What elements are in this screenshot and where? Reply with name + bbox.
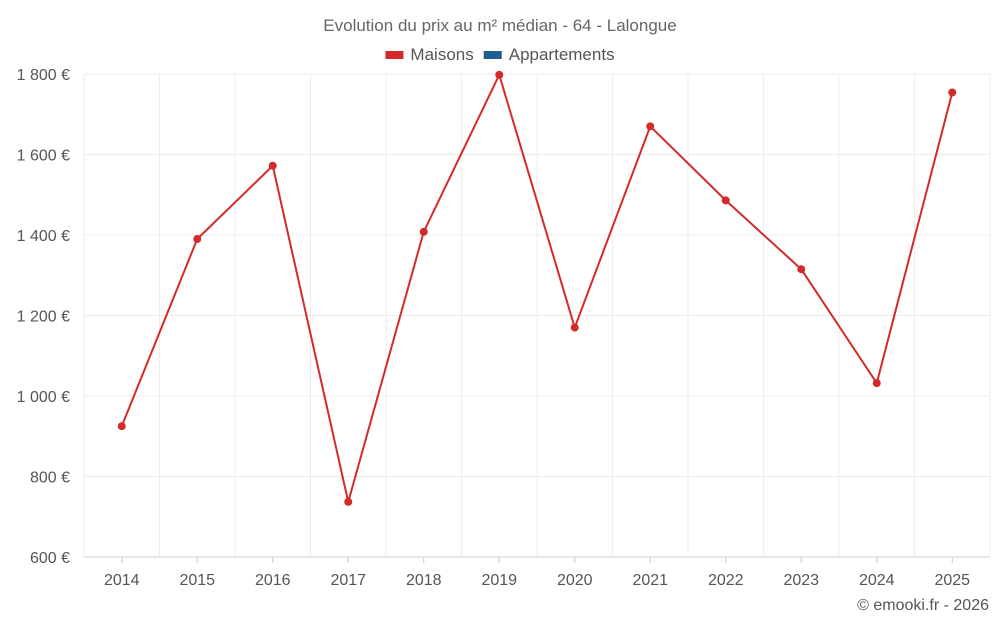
- data-point[interactable]: [344, 497, 353, 506]
- legend-item-appartements[interactable]: Appartements: [483, 45, 615, 64]
- series-layer: [117, 70, 957, 506]
- data-point[interactable]: [797, 265, 806, 274]
- x-tick-label: 2015: [179, 572, 215, 589]
- x-tick-label: 2016: [255, 572, 291, 589]
- x-tick-label: 2020: [557, 572, 593, 589]
- y-tick-label: 800 €: [30, 470, 70, 487]
- y-tick-label: 1 400 €: [17, 228, 70, 245]
- data-point[interactable]: [570, 323, 579, 332]
- data-point[interactable]: [721, 196, 730, 205]
- data-point[interactable]: [419, 227, 428, 236]
- x-tick-label: 2023: [783, 572, 819, 589]
- data-point[interactable]: [948, 88, 957, 97]
- data-point[interactable]: [646, 122, 655, 131]
- x-tick-label: 2019: [481, 572, 517, 589]
- x-tick-label: 2024: [859, 572, 895, 589]
- legend-swatch: [385, 51, 404, 59]
- legend-label: Maisons: [410, 45, 473, 64]
- legend-item-maisons[interactable]: Maisons: [385, 45, 474, 64]
- y-tick-label: 1 000 €: [17, 389, 70, 406]
- x-tick-label: 2025: [934, 572, 970, 589]
- legend-label: Appartements: [509, 45, 615, 64]
- y-axis: 600 € 800 € 1 000 € 1 200 € 1 400 € 1 600 € 1 …: [17, 67, 70, 567]
- x-tick-label: 2017: [330, 572, 366, 589]
- x-tick-label: 2014: [104, 572, 140, 589]
- x-tick-label: 2018: [406, 572, 442, 589]
- data-point[interactable]: [268, 161, 277, 170]
- x-tick-label: 2021: [632, 572, 668, 589]
- legend: Maisons Appartements: [385, 45, 615, 64]
- data-point[interactable]: [495, 70, 504, 79]
- x-axis: 2014 2015 2016 2017 2018 2019 2020 2021 2022 2023…: [104, 557, 970, 589]
- data-point[interactable]: [193, 235, 202, 244]
- grid: [83, 73, 991, 558]
- data-point[interactable]: [117, 422, 126, 431]
- x-tick-label: 2022: [708, 572, 744, 589]
- y-tick-label: 1 200 €: [17, 309, 70, 326]
- y-tick-label: 1 600 €: [17, 148, 70, 165]
- y-tick-label: 1 800 €: [17, 67, 70, 84]
- series-line-maisons: [120, 73, 954, 503]
- chart-title: Evolution du prix au m² médian - 64 - La…: [323, 16, 676, 35]
- legend-swatch: [483, 51, 502, 59]
- y-tick-label: 600 €: [30, 550, 70, 567]
- data-point[interactable]: [872, 379, 881, 388]
- credit-text: © emooki.fr - 2026: [857, 597, 989, 614]
